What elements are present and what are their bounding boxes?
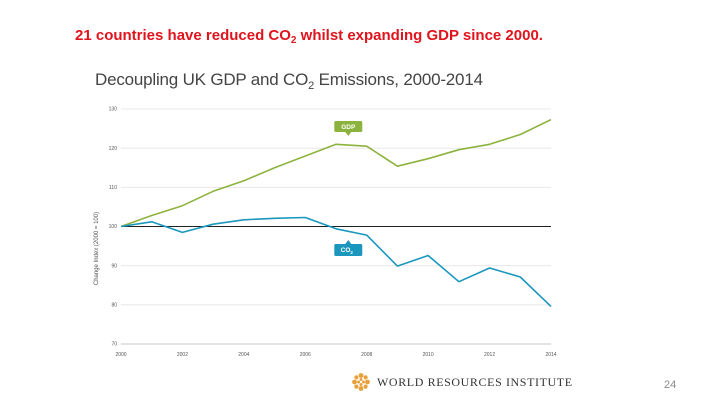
x-tick-label-2014: 2014 — [545, 352, 556, 358]
chart-title-post: Emissions, 2000-2014 — [314, 70, 483, 89]
y-tick-label-90: 90 — [111, 263, 117, 269]
wri-logo: WORLD RESOURCES INSTITUTE — [351, 372, 573, 392]
series-line-co2 — [120, 216, 552, 307]
x-tick-label-2004: 2004 — [238, 352, 249, 358]
y-tick-label-130: 130 — [109, 107, 118, 113]
co2-tag-label: CO2 — [341, 247, 354, 255]
chart-axes: 70 80 90 100 110 120 130 2000 2002 2004 2006 2008 20… — [109, 107, 557, 358]
co2-tag-subscript: 2 — [350, 250, 353, 255]
x-tick-label-2002: 2002 — [177, 352, 188, 358]
chart-title-subscript: 2 — [308, 80, 315, 92]
x-tick-label-2000: 2000 — [115, 352, 126, 358]
headline-subscript: 2 — [290, 35, 297, 46]
wri-logo-text: WORLD RESOURCES INSTITUTE — [377, 374, 573, 389]
y-tick-label-110: 110 — [109, 185, 117, 191]
y-tick-label-70: 70 — [111, 342, 117, 348]
chart-title: Decoupling UK GDP and CO2 Emissions, 200… — [95, 70, 483, 92]
y-tick-label-120: 120 — [109, 146, 118, 152]
chart-series-tags: GDP CO2 — [334, 121, 363, 256]
co2-tag-box — [334, 244, 363, 256]
x-tick-label-2008: 2008 — [361, 352, 372, 358]
x-tick-label-2012: 2012 — [484, 352, 495, 358]
x-tick-label-2010: 2010 — [423, 352, 434, 358]
headline-text-post: whilst expanding GDP since 2000. — [296, 27, 543, 44]
chart-series-lines — [120, 118, 552, 307]
page-number: 24 — [664, 379, 677, 391]
headline-text-pre: 21 countries have reduced CO — [75, 27, 291, 44]
x-tick-label-2006: 2006 — [300, 352, 311, 358]
gdp-tag-label: GDP — [341, 124, 356, 131]
series-line-gdp — [120, 118, 552, 228]
co2-tag-pointer — [345, 240, 352, 244]
gdp-tag-box — [334, 121, 363, 132]
gdp-tag-pointer — [345, 132, 352, 136]
wri-emblem-icon — [352, 373, 370, 391]
slide-headline: 21 countries have reduced CO2 whilst exp… — [75, 27, 543, 46]
y-tick-label-80: 80 — [111, 303, 117, 309]
chart-title-pre: Decoupling UK GDP and CO — [95, 70, 309, 89]
chart-gridlines — [121, 108, 551, 345]
y-axis-label: Change Index (2000 = 100) — [94, 212, 100, 285]
y-tick-label-100: 100 — [109, 224, 118, 230]
